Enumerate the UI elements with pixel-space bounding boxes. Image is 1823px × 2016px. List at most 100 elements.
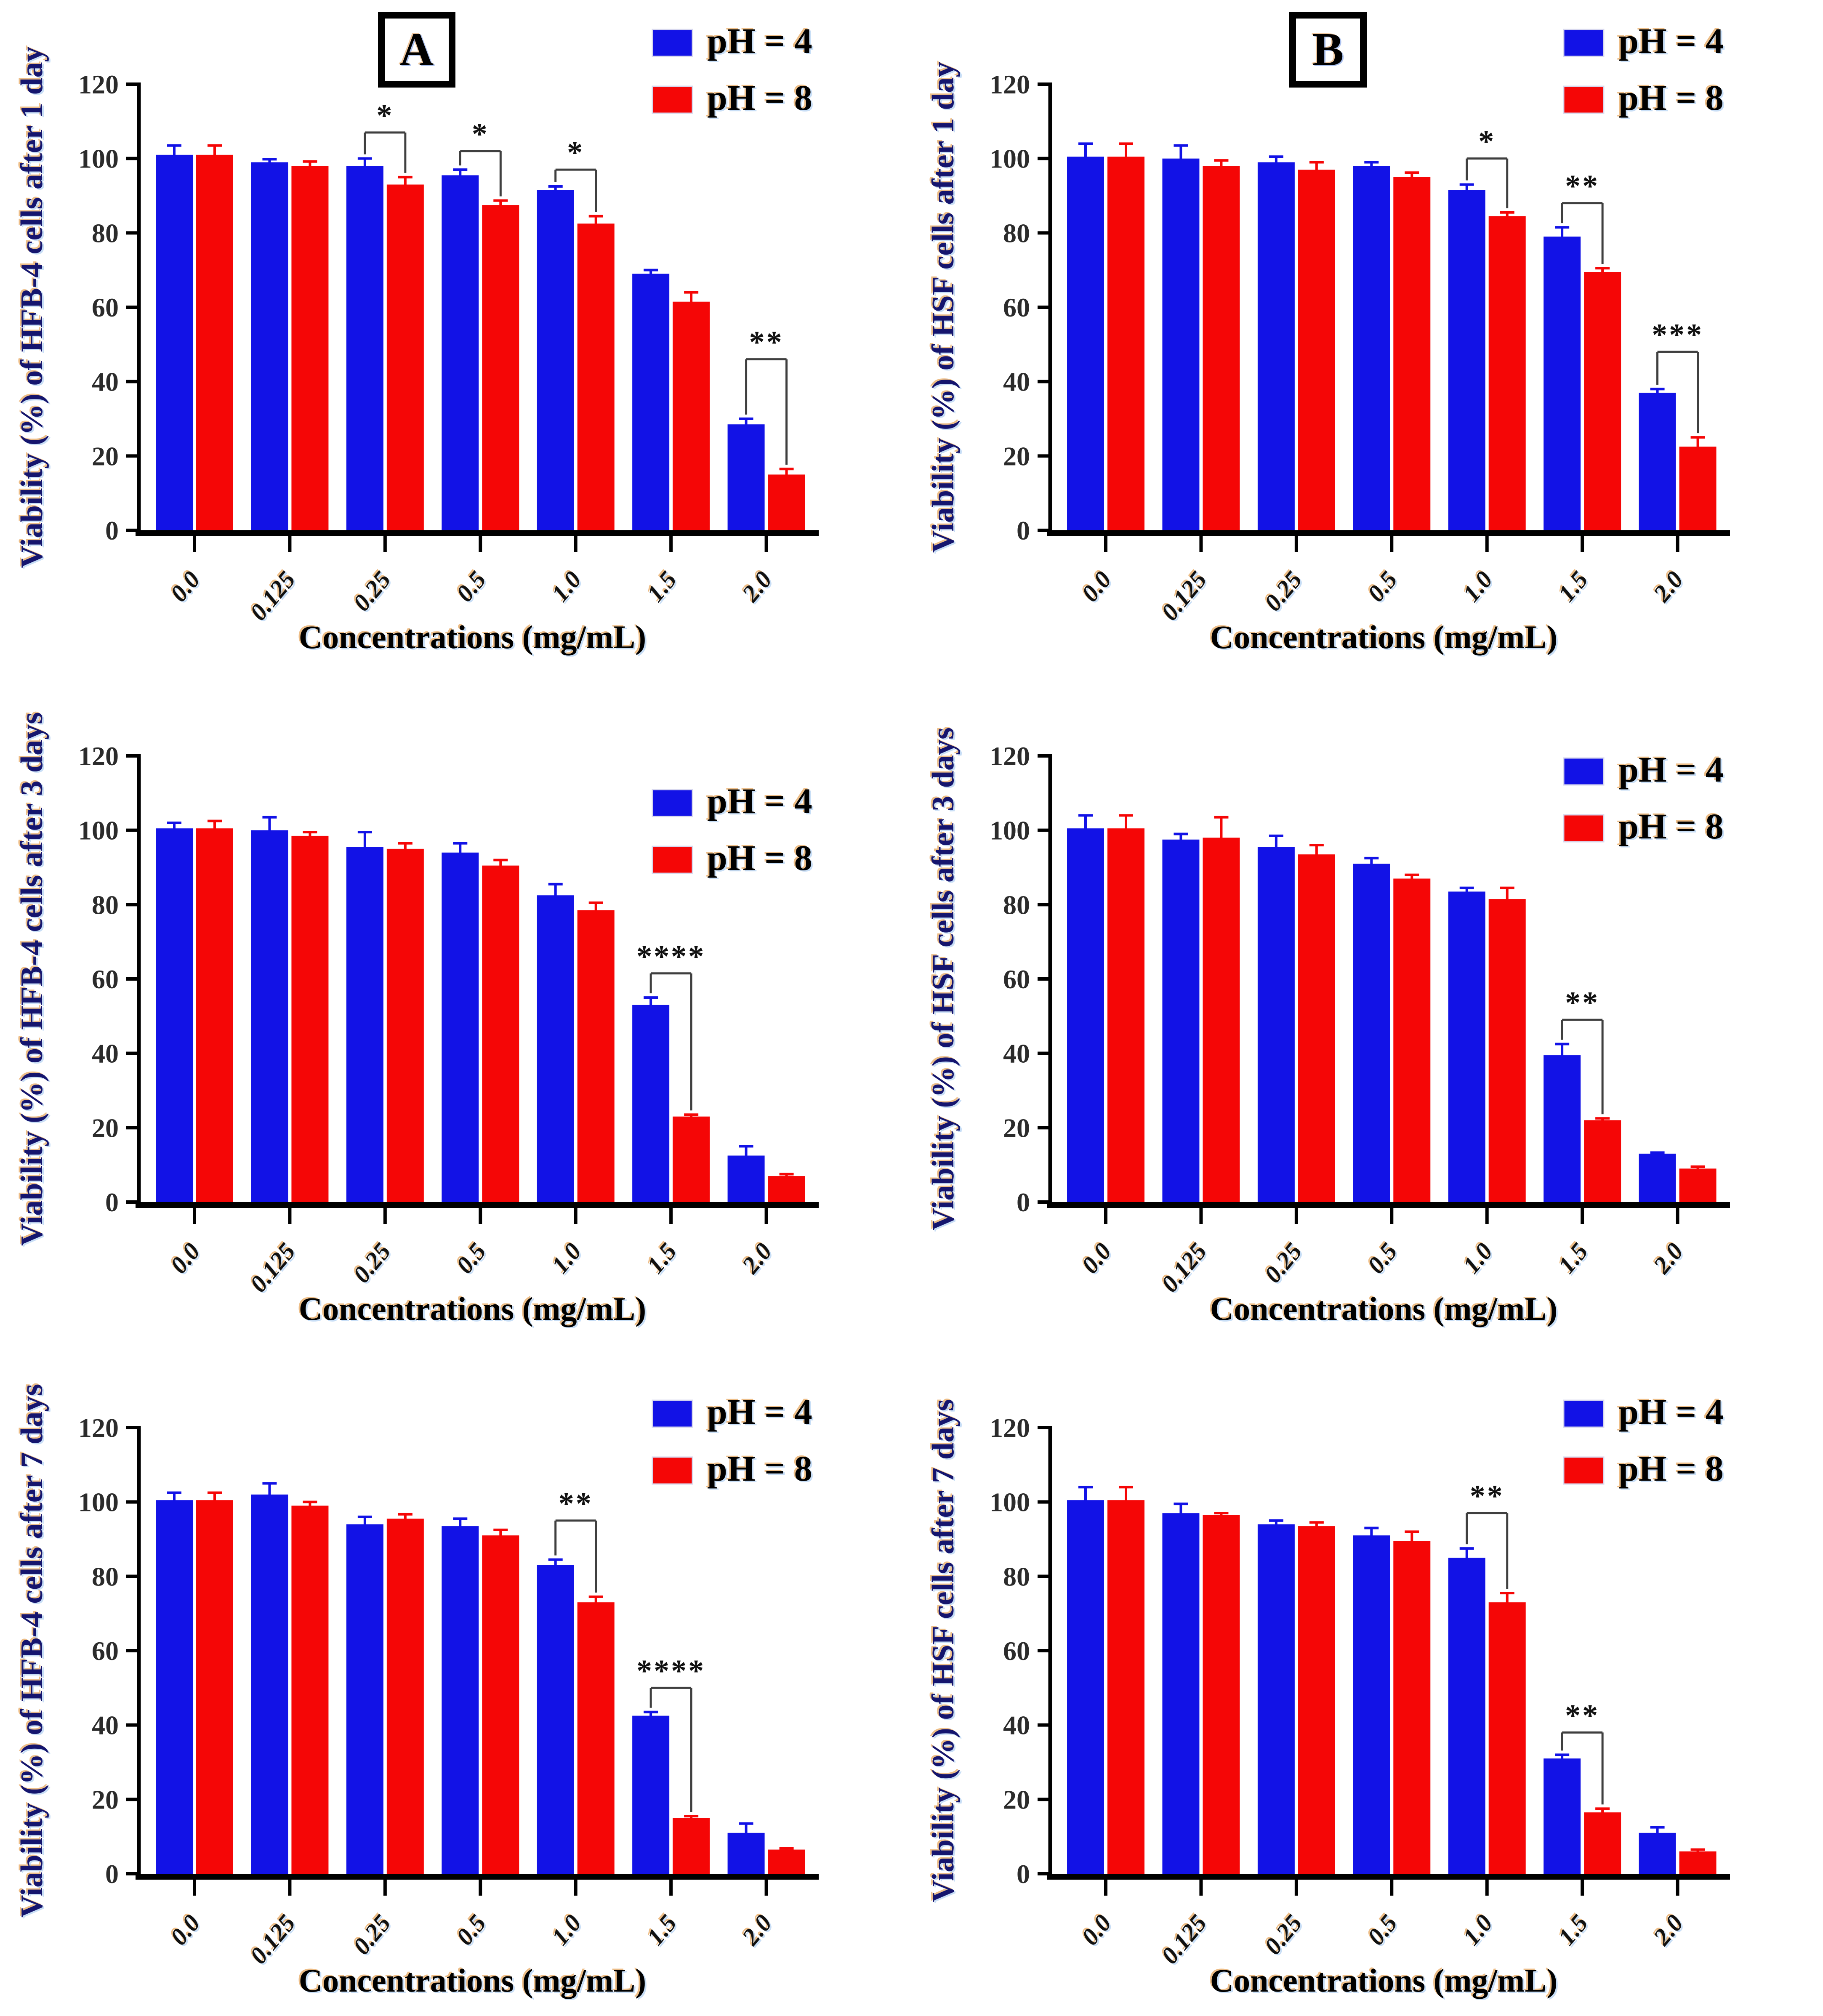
- bar-pH4-1.5: [1544, 237, 1581, 530]
- bar-pH8-1.5: [1584, 1812, 1621, 1874]
- legend-label-fringe: pH = 8: [705, 836, 811, 877]
- x-axis-title-fringe: Concentrations (mg/mL): [1212, 620, 1559, 657]
- y-tick-label: 60: [1003, 1636, 1030, 1666]
- y-axis-title: Viability (%) of HFB-4 cells after 3 day…: [15, 712, 49, 1246]
- x-tick-label: 2.0: [736, 1238, 777, 1279]
- legend-label: pH = 8: [1618, 1448, 1724, 1489]
- sig-asterisks: **: [1565, 986, 1599, 1020]
- sig-asterisks: **: [1565, 1698, 1599, 1733]
- legend-label-fringe: pH = 4: [705, 779, 811, 820]
- bar-pH8-1.5: [673, 1116, 710, 1202]
- sig-asterisks: **: [749, 325, 784, 360]
- bar-pH4-0.5: [442, 852, 479, 1202]
- y-axis-title: Viability (%) of HSF cells after 7 days: [926, 1399, 961, 1902]
- x-tick-label: 0.5: [451, 1910, 491, 1950]
- bar-pH4-0.125: [1162, 158, 1200, 531]
- y-tick-label: 80: [1003, 218, 1030, 248]
- bar-pH4-0.25: [1257, 162, 1295, 530]
- bar-pH4-2.0: [727, 424, 765, 530]
- bar-pH8-0.5: [1393, 878, 1431, 1202]
- panel-letter: B: [1312, 23, 1344, 76]
- x-tick-label: 2.0: [1647, 1910, 1688, 1951]
- x-tick-label: 0.5: [1362, 566, 1403, 607]
- y-axis-title-fringe: Viability (%) of HFB-4 cells after 7 day…: [16, 1385, 51, 1919]
- bar-pH8-2.0: [1679, 1851, 1717, 1874]
- legend-label: pH = 4: [707, 781, 812, 821]
- legend-swatch-pH8: [1563, 1456, 1605, 1485]
- x-tick-label: 2.0: [1647, 1238, 1688, 1279]
- x-tick-label: 1.5: [1553, 1910, 1593, 1950]
- y-axis-title: Viability (%) of HFB-4 cells after 1 day: [15, 46, 49, 568]
- bar-pH8-0.25: [1298, 1526, 1335, 1874]
- y-tick-label: 0: [105, 1187, 119, 1217]
- sig-asterisks: *: [567, 136, 584, 170]
- bar-pH8-0.5: [1393, 1541, 1431, 1874]
- bar-pH4-0.0: [156, 154, 193, 530]
- sig-asterisks: ****: [636, 939, 705, 974]
- legend-label-fringe: pH = 8: [1617, 805, 1722, 845]
- chart-cell-hsf-7days: 0 20 40 60 80 100 120 0.0 0.0 0.0 0.125 0.125 0.125 0…: [911, 1343, 1823, 2016]
- legend-swatch-pH4: [652, 29, 693, 57]
- legend-label-fringe: pH = 4: [1620, 750, 1725, 791]
- bar-pH8-2.0: [1679, 447, 1717, 530]
- bar-pH4-2.0: [1639, 393, 1676, 530]
- legend-label-fringe: pH = 4: [1617, 19, 1722, 60]
- bar-pH4-0.0: [156, 828, 193, 1202]
- x-tick-label: 0.5: [451, 1238, 491, 1279]
- bar-pH8-0.5: [482, 205, 519, 530]
- x-tick-label: 0.0: [1076, 1910, 1117, 1950]
- legend-label-fringe: pH = 4: [709, 1393, 814, 1433]
- x-axis-title: Concentrations (mg/mL): [299, 619, 646, 655]
- legend-swatch-pH8: [652, 846, 693, 874]
- y-axis-title-fringe: Viability (%) of HFB-4 cells after 3 day…: [13, 711, 48, 1245]
- y-axis-title: Viability (%) of HSF cells after 1 day: [926, 62, 961, 553]
- y-axis-title-fringe: Viability (%) of HFB-4 cells after 1 day: [16, 48, 51, 569]
- y-axis-title-fringe: Viability (%) of HSF cells after 1 day: [928, 63, 962, 554]
- legend-label-fringe: pH = 4: [1620, 22, 1725, 62]
- bar-pH8-0.0: [1107, 828, 1144, 1202]
- bar-pH4-1.5: [1544, 1758, 1581, 1874]
- y-tick-label: 0: [1017, 1187, 1030, 1217]
- sig-asterisks: *: [376, 98, 394, 133]
- y-tick-label: 20: [1003, 1113, 1030, 1143]
- bar-pH4-2.0: [727, 1155, 765, 1202]
- legend-swatch-pH4: [1563, 1399, 1605, 1428]
- bar-pH8-0.125: [1203, 166, 1240, 530]
- sig-asterisks: **: [559, 1487, 593, 1521]
- y-tick-label: 0: [1017, 1859, 1030, 1889]
- bar-pH4-2.0: [727, 1832, 765, 1874]
- x-tick-label: 0.25: [348, 566, 396, 617]
- legend-label-fringe: pH = 8: [709, 79, 814, 119]
- legend-label-fringe: pH = 4: [1617, 748, 1722, 788]
- legend-label-fringe: pH = 4: [1617, 1390, 1722, 1431]
- bar-pH8-0.0: [196, 1500, 233, 1874]
- legend-label: pH = 4: [1618, 21, 1724, 61]
- bar-pH8-0.125: [1203, 1515, 1240, 1874]
- y-tick-label: 60: [92, 1636, 119, 1666]
- y-tick-label: 80: [92, 890, 119, 920]
- bar-pH4-0.0: [156, 1500, 193, 1874]
- legend-label: pH = 8: [1618, 806, 1724, 846]
- legend-label-fringe: pH = 8: [709, 1449, 814, 1490]
- bar-pH4-1.5: [632, 1715, 670, 1874]
- y-axis-title-fringe: Viability (%) of HSF cells after 3 days: [928, 729, 962, 1232]
- bar-pH8-0.5: [482, 1535, 519, 1874]
- chart-cell-hsf-1day: B 0 20 40 60 80 100 120 0.0 0.0 0.0 0.125 0.125 0.12…: [911, 0, 1823, 672]
- bar-pH4-0.125: [1162, 1513, 1200, 1874]
- legend-label-fringe: pH = 4: [1620, 1393, 1725, 1433]
- x-tick-label: 0.5: [451, 566, 491, 607]
- y-tick-label: 100: [78, 1487, 119, 1517]
- legend-label: pH = 4: [1618, 749, 1724, 790]
- legend-label-fringe: pH = 8: [709, 839, 814, 879]
- bar-pH8-0.125: [1203, 838, 1240, 1202]
- bar-pH4-0.25: [346, 166, 383, 530]
- y-tick-label: 120: [78, 1413, 119, 1443]
- legend-label: pH = 8: [707, 77, 812, 118]
- legend-label: pH = 8: [707, 1448, 812, 1489]
- bar-pH8-1.0: [577, 1602, 615, 1874]
- bar-pH4-0.5: [1353, 864, 1390, 1202]
- y-axis-title-fringe: Viability (%) of HSF cells after 1 day: [924, 61, 959, 552]
